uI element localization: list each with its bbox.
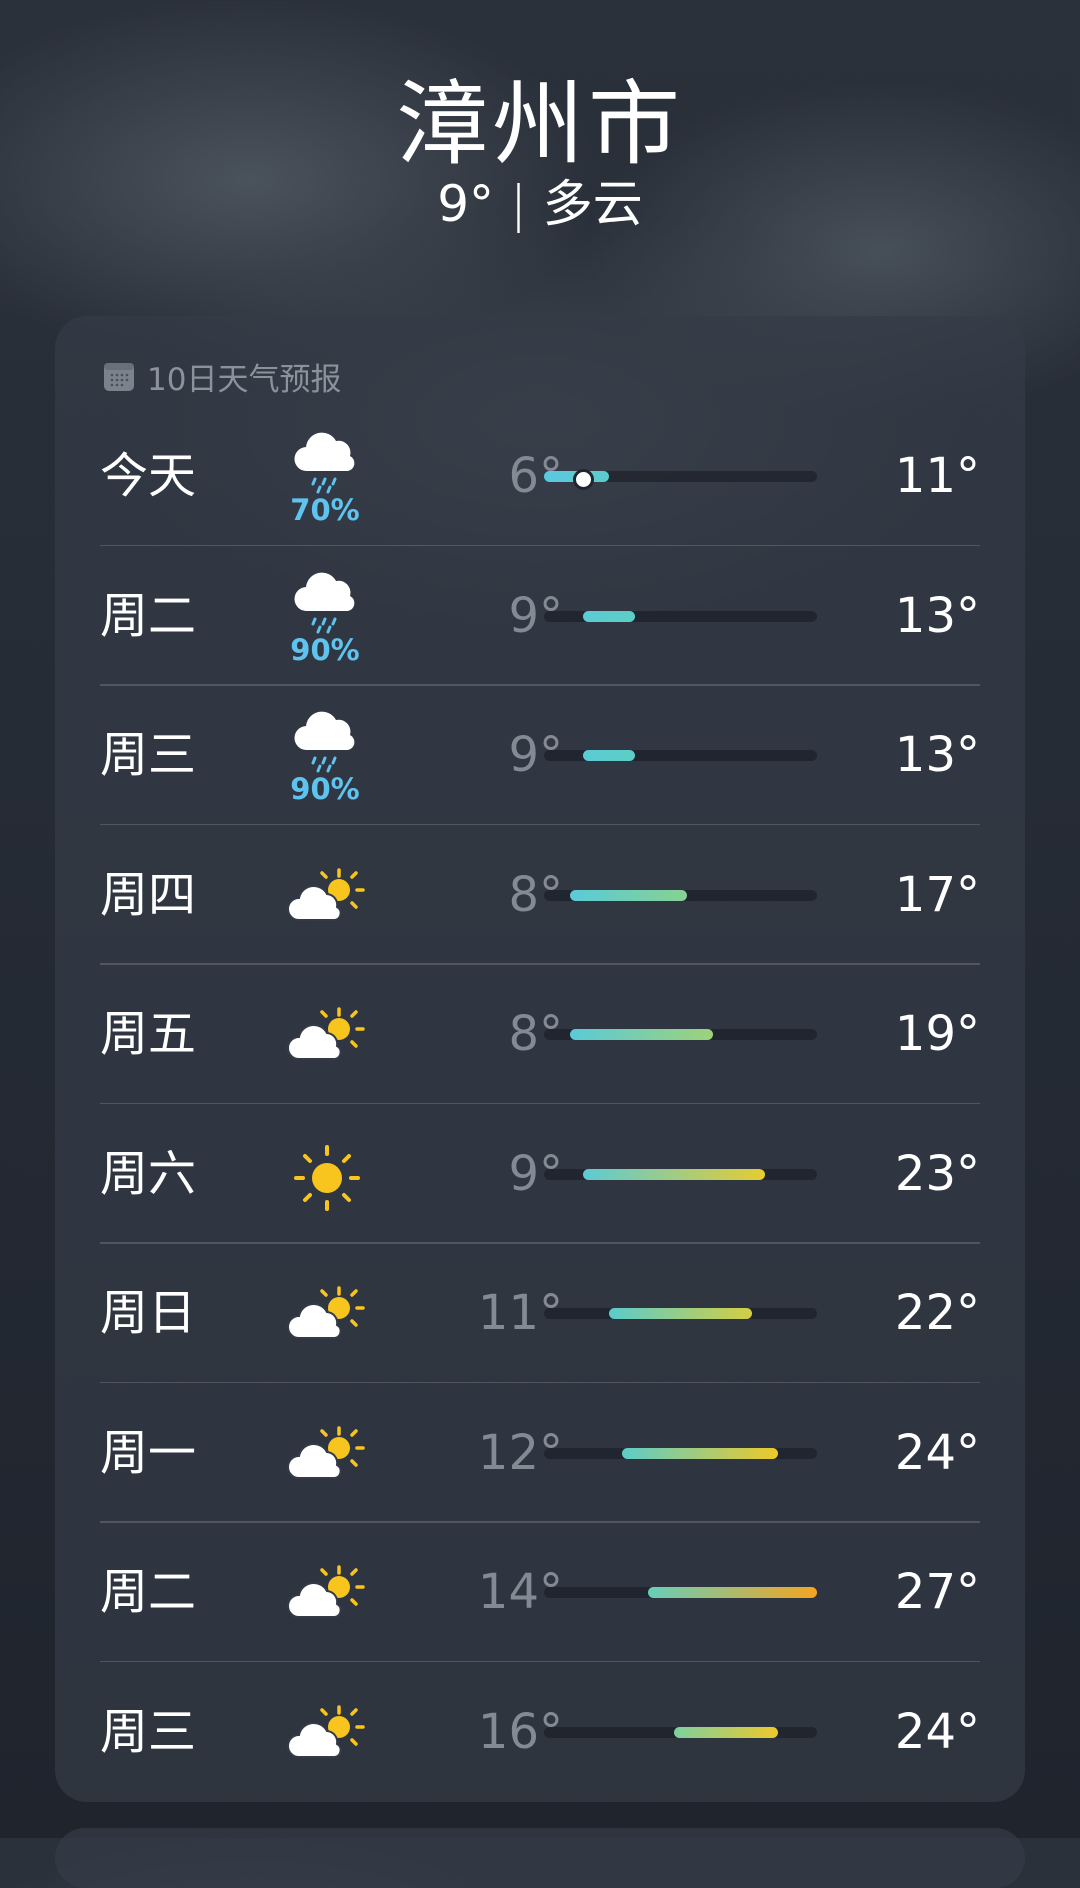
calendar-icon [104,362,134,391]
day-label: 周三 [100,727,197,783]
temp-range-fill [622,1447,778,1459]
city-name: 漳州市 [395,71,684,178]
high-temp: 22° [894,1285,980,1341]
day-label: 周五 [100,1006,197,1062]
row-divider [100,1242,980,1244]
temp-range-fill [583,1168,765,1180]
row-divider [100,684,980,686]
high-temp: 24° [894,1703,980,1760]
temp-range-bar [544,1168,817,1180]
partly-sunny-icon [282,1701,372,1769]
row-divider [100,963,980,965]
high-temp: 11° [894,448,980,504]
forecast-title: 10日天气预报 [147,362,342,398]
temp-range-bar [544,1029,817,1040]
partly-sunny-icon [282,864,372,932]
forecast-row[interactable]: 周三 16° 24° [100,1663,980,1802]
forecast-row[interactable]: 周五 8° 19° [100,965,980,1104]
temp-range-fill [674,1726,778,1738]
day-label: 今天 [100,448,197,504]
rain-cloud-icon [282,427,372,501]
temp-range-bar [544,1587,817,1598]
precip-chance: 90% [290,632,360,667]
forecast-row[interactable]: 周二 14° 27° [100,1523,980,1662]
row-divider [100,1521,980,1523]
temp-range-bar [544,889,817,901]
temp-range-fill [570,889,687,901]
high-temp: 24° [894,1424,980,1481]
high-temp: 23° [894,1145,980,1202]
ten-day-forecast-card[interactable]: 10日天气预报 今天 70% 6° 11° 周二 90% 9° 13° 周三 90% 9° 13° 周四… [55,316,1025,1802]
day-label: 周六 [100,1145,197,1202]
separator: | [509,175,527,233]
day-label: 周日 [100,1285,197,1341]
forecast-header: 10日天气预报 [103,354,341,399]
temp-range-bar [544,1447,817,1459]
temp-range-bar [544,610,817,622]
forecast-row[interactable]: 周二 90% 9° 13° [100,547,980,686]
temp-range-fill [648,1587,817,1598]
temp-range-bar [544,750,817,761]
sunny-icon [282,1143,372,1217]
row-divider [100,1381,980,1383]
rain-cloud-icon [282,567,372,641]
current-temp-marker [573,469,594,490]
temp-range-fill [609,1308,752,1319]
temp-range-bar [544,1308,817,1319]
partly-sunny-icon [282,1003,372,1071]
condition: 多云 [542,175,643,233]
forecast-row[interactable]: 今天 70% 6° 11° [100,407,980,546]
day-label: 周二 [100,1564,197,1620]
temp-range-fill [570,1029,713,1040]
precip-chance: 70% [290,493,360,527]
high-temp: 27° [894,1564,980,1620]
high-temp: 13° [894,727,980,783]
high-temp: 19° [894,1006,980,1062]
day-label: 周一 [100,1424,197,1481]
row-divider [100,544,980,546]
location-header: 漳州市 9° | 多云 [0,70,1080,232]
day-label: 周四 [100,866,197,923]
current-conditions: 9° | 多云 [0,176,1080,232]
temp-range-bar [544,469,817,490]
partly-sunny-icon [282,1561,372,1629]
forecast-row[interactable]: 周三 90% 9° 13° [100,686,980,825]
day-label: 周三 [100,1703,197,1760]
high-temp: 17° [894,866,980,923]
forecast-row[interactable]: 周日 11° 22° [100,1244,980,1383]
precip-chance: 90% [290,772,360,806]
row-divider [100,1660,980,1662]
row-divider [100,823,980,825]
current-temp: 9° [437,175,495,233]
temp-range-fill [583,750,635,761]
rain-cloud-icon [282,706,372,780]
temp-range-bar [544,1726,817,1738]
forecast-row[interactable]: 周一 12° 24° [100,1384,980,1523]
temp-range-fill [583,610,635,622]
row-divider [100,1102,980,1104]
day-label: 周二 [100,587,197,644]
partly-sunny-icon [282,1282,372,1350]
forecast-row[interactable]: 周四 8° 17° [100,826,980,965]
partly-sunny-icon [282,1422,372,1490]
forecast-row[interactable]: 周六 9° 23° [100,1105,980,1244]
high-temp: 13° [894,587,980,644]
next-card [55,1828,1025,1888]
